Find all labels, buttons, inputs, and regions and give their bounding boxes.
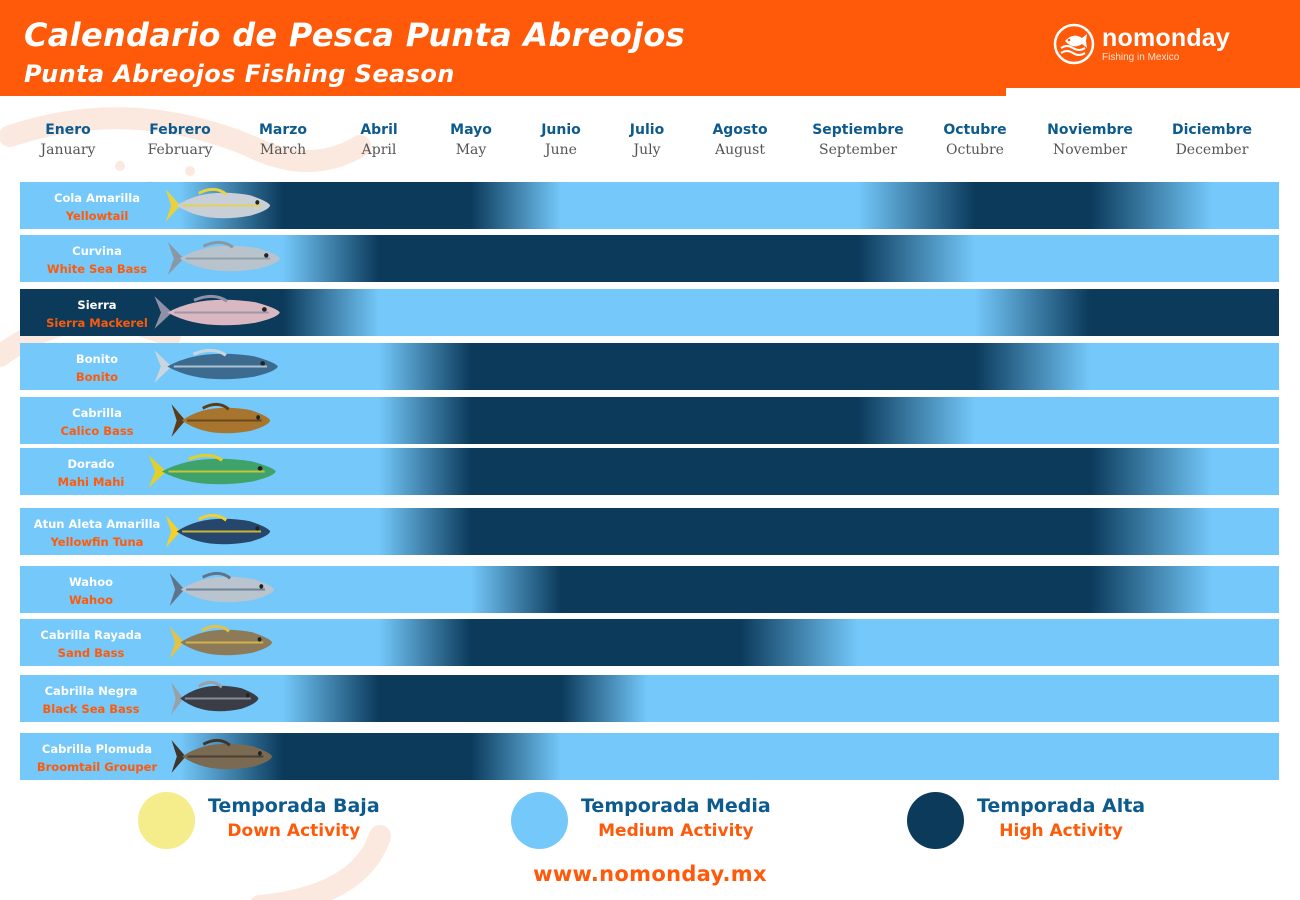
month-label: Enero January [40, 122, 96, 158]
species-name-es: Cabrilla Plomuda [41, 742, 153, 756]
black-sea-bass-icon [171, 680, 259, 715]
species-label: Atun Aleta Amarilla Yellowfin Tuna [22, 515, 172, 551]
species-name-en: Yellowfin Tuna [50, 535, 144, 549]
species-row: Cola Amarilla Yellowtail [20, 182, 1279, 229]
species-label: Bonito Bonito [22, 350, 172, 386]
species-name-en: Broomtail Grouper [36, 760, 158, 774]
species-label: Cabrilla Calico Bass [22, 404, 172, 440]
website-link[interactable]: www.nomonday.mx [533, 862, 767, 886]
species-name-es: Sierra [77, 298, 117, 312]
species-name-en: Bonito [75, 370, 119, 384]
month-label: Diciembre December [1171, 122, 1253, 158]
mahi-mahi-icon [148, 453, 276, 488]
species-name-en: Calico Bass [60, 424, 134, 438]
legend-label: Temporada Alta [977, 795, 1146, 817]
broomtail-grouper-icon [171, 738, 273, 773]
header-accent-strip [1006, 88, 1300, 96]
yellowtail-icon [165, 187, 271, 222]
legend-swatch [511, 792, 568, 849]
month-header: Enero January Febrero February Marzo Mar… [0, 120, 1300, 170]
month-label: Marzo March [258, 122, 308, 158]
sierra-mackerel-icon [154, 294, 280, 329]
legend-swatch [907, 792, 964, 849]
species-label: Sierra Sierra Mackerel [22, 296, 172, 332]
month-label: Abril April [360, 122, 398, 158]
month-label: Junio June [541, 122, 581, 158]
legend-medium: Temporada Media Medium Activity [511, 790, 791, 850]
species-label: Cabrilla Plomuda Broomtail Grouper [22, 740, 172, 776]
logo-name: nomonday [1102, 24, 1230, 52]
species-row: Cabrilla Plomuda Broomtail Grouper [20, 733, 1279, 780]
species-name-es: Curvina [72, 244, 122, 258]
month-label: Noviembre November [1047, 122, 1133, 158]
legend-sublabel: Down Activity [227, 821, 361, 841]
species-name-es: Bonito [75, 352, 119, 366]
species-row: Dorado Mahi Mahi [20, 448, 1279, 495]
legend-sublabel: Medium Activity [598, 821, 754, 841]
species-label: Cabrilla Rayada Sand Bass [20, 626, 166, 662]
brand-logo[interactable]: nomonday Fishing in Mexico [1052, 22, 1252, 70]
species-row: Curvina White Sea Bass [20, 235, 1279, 282]
month-label: Octubre Octubre [943, 122, 1007, 158]
species-label: Curvina White Sea Bass [22, 242, 172, 278]
legend-label: Temporada Media [581, 795, 771, 817]
species-name-es: Wahoo [68, 575, 114, 589]
species-name-es: Dorado [67, 457, 115, 471]
species-name-es: Cabrilla Rayada [40, 628, 142, 642]
fish-logo-icon [1053, 23, 1095, 65]
species-row: Bonito Bonito [20, 343, 1279, 390]
white-sea-bass-icon [167, 240, 281, 275]
species-row: Cabrilla Rayada Sand Bass [20, 619, 1279, 666]
legend-low: Temporada Baja Down Activity [138, 790, 398, 850]
species-label: Dorado Mahi Mahi [20, 455, 166, 491]
sand-bass-icon [169, 624, 273, 659]
calico-bass-icon [171, 402, 271, 437]
month-label: Mayo May [450, 122, 492, 158]
legend-sublabel: High Activity [999, 821, 1123, 841]
bonito-icon [154, 348, 278, 383]
logo-tagline: Fishing in Mexico [1102, 52, 1180, 63]
yellowfin-tuna-icon [165, 513, 271, 548]
species-label: Cabrilla Negra Black Sea Bass [20, 682, 166, 718]
species-row: Cabrilla Negra Black Sea Bass [20, 675, 1279, 722]
species-row: Cabrilla Calico Bass [20, 397, 1279, 444]
legend-high: Temporada Alta High Activity [907, 790, 1167, 850]
species-name-en: Wahoo [68, 593, 114, 607]
species-name-en: Yellowtail [65, 209, 129, 223]
species-name-en: Sand Bass [57, 646, 125, 660]
species-name-en: Sierra Mackerel [46, 316, 148, 330]
species-name-es: Cabrilla [72, 406, 122, 420]
species-label: Wahoo Wahoo [20, 573, 166, 609]
page-subtitle: Punta Abreojos Fishing Season [24, 60, 455, 88]
wahoo-icon [169, 571, 275, 606]
species-name-en: Black Sea Bass [42, 702, 140, 716]
legend-label: Temporada Baja [208, 795, 380, 817]
species-row: Atun Aleta Amarilla Yellowfin Tuna [20, 508, 1279, 555]
month-label: Septiembre September [812, 122, 904, 158]
species-row: Sierra Sierra Mackerel [20, 289, 1279, 336]
page-title: Calendario de Pesca Punta Abreojos [24, 16, 685, 54]
legend-swatch [138, 792, 195, 849]
month-label: Febrero February [147, 122, 213, 158]
species-name-es: Cabrilla Negra [44, 684, 138, 698]
species-name-es: Cola Amarilla [54, 191, 140, 205]
species-row: Wahoo Wahoo [20, 566, 1279, 613]
species-name-en: Mahi Mahi [57, 475, 125, 489]
species-label: Cola Amarilla Yellowtail [22, 189, 172, 225]
species-name-en: White Sea Bass [46, 262, 148, 276]
month-label: Julio July [629, 122, 665, 158]
month-label: Agosto August [712, 122, 768, 158]
species-name-es: Atun Aleta Amarilla [33, 517, 161, 531]
header-banner: Calendario de Pesca Punta Abreojos Punta… [0, 0, 1300, 96]
